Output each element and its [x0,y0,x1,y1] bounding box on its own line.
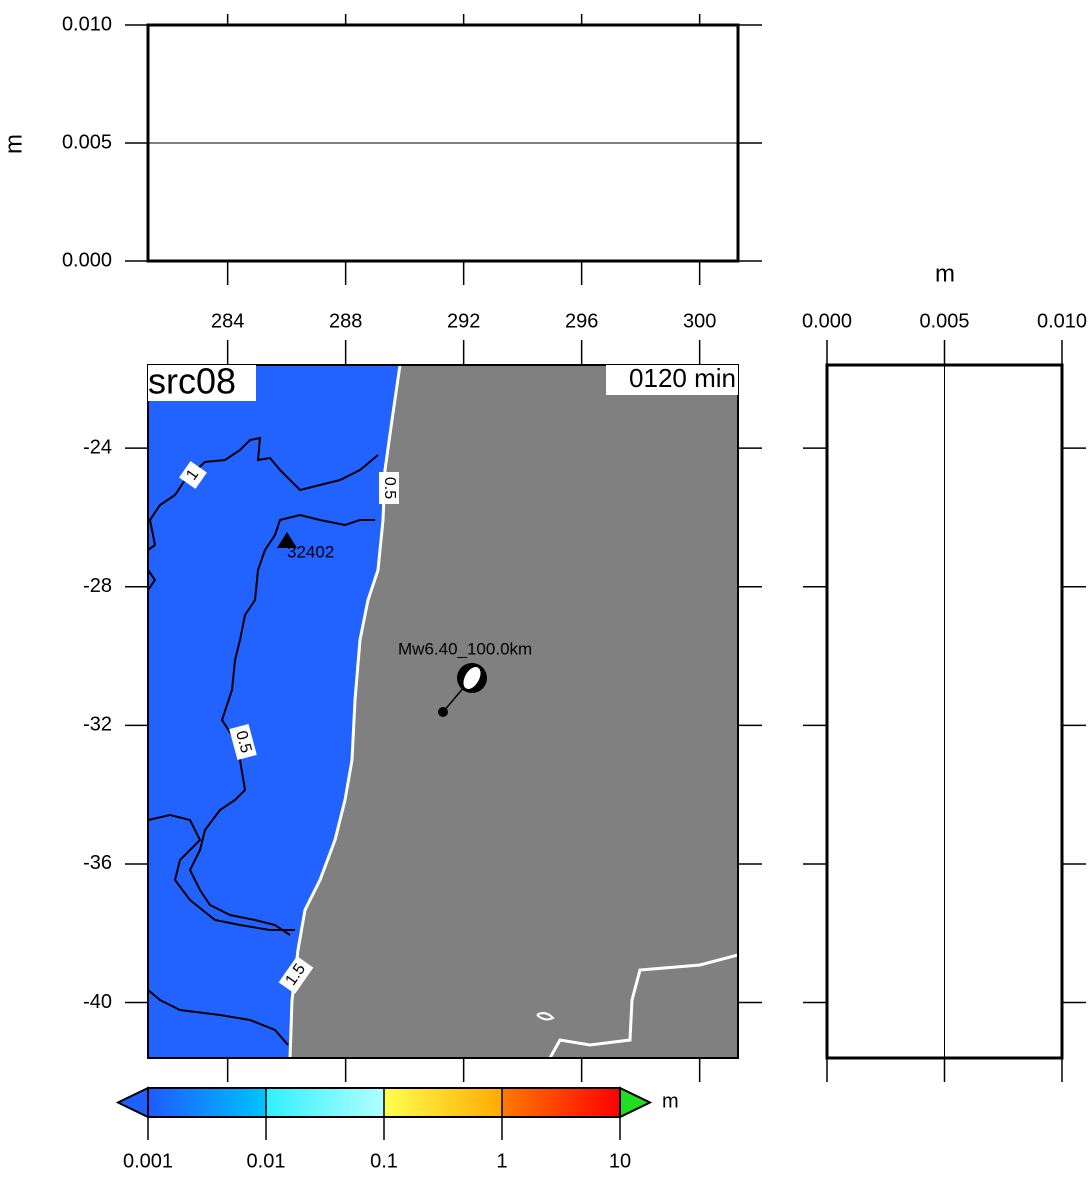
coastline [548,953,738,1058]
colorbar-tick-label: 1 [496,1150,507,1172]
y-tick-label: 0.000 [62,249,112,271]
y-tick-label: -40 [83,991,112,1013]
contour-label-group: 1 [179,461,207,489]
contour-label-group: 0.5 [379,472,399,504]
contour-label-box [278,956,314,994]
contour-label: 0.5 [232,729,254,755]
station-label: 32402 [287,542,334,561]
x-tick-label: 292 [447,310,480,332]
contour-label-box [179,461,207,489]
time-box [606,365,738,395]
colorbar-segment [384,1088,502,1117]
y-tick-label: -24 [83,436,112,458]
map-frame [147,364,739,1059]
beach-ball-quadrant [463,667,481,689]
land [290,365,738,1058]
contour-line [148,569,289,1046]
colorbar-segment [266,1088,384,1117]
island [536,1012,555,1021]
colorbar-segment [502,1088,620,1117]
x-tick-label: 300 [683,310,716,332]
y-tick-label: 0.010 [62,13,112,35]
colorbar-tick-label: 0.01 [247,1150,286,1172]
contour-label-box [379,472,399,504]
colorbar-under [115,1086,149,1119]
x-tick-label: 0.010 [1037,310,1087,332]
y-axis-label: m [0,134,27,154]
colorbar-over [619,1086,653,1119]
x-tick-label: 0.000 [802,310,852,332]
x-tick-label: 288 [329,310,362,332]
x-tick-label: 284 [211,310,244,332]
colorbar-tick-label: 0.001 [123,1150,173,1172]
y-tick-label: -28 [83,575,112,597]
contour-line [148,436,379,551]
event-label: Mw6.40_100.0km [398,639,532,658]
x-tick-label: 296 [565,310,598,332]
contour-line [188,513,375,936]
x-axis-label: m [935,260,955,287]
y-tick-label: -36 [83,852,112,874]
colorbar-segment [148,1088,266,1117]
colorbar-label: m [662,1090,679,1112]
y-tick-label: -32 [83,714,112,736]
epicenter [438,707,448,717]
y-tick-label: 0.005 [62,131,112,153]
contour-label-box [229,723,257,761]
title-box [148,365,256,401]
time-label: 0120 min [629,363,736,393]
contour-label-group: 0.5 [229,723,257,761]
x-tick-label: 0.005 [919,310,969,332]
contour-label: 0.5 [381,477,398,499]
colorbar-tick-label: 10 [609,1150,631,1172]
station-marker [277,532,297,548]
map-area [148,365,738,1058]
map-title: src08 [148,361,236,402]
contour-line [148,813,295,931]
colorbar-tick-label: 0.1 [370,1150,398,1172]
